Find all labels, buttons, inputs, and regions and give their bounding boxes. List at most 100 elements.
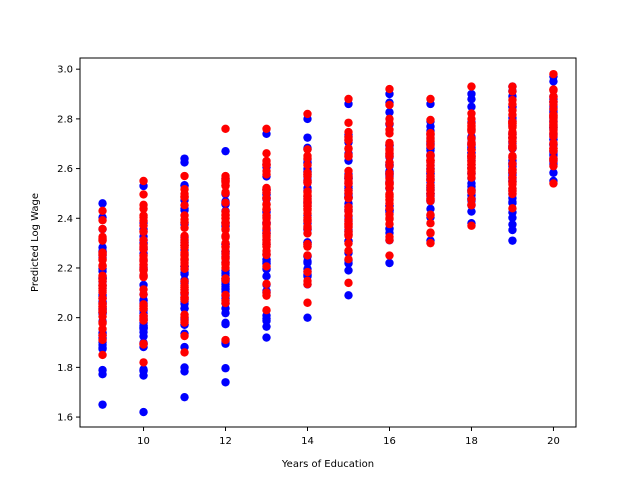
data-point bbox=[549, 139, 558, 149]
data-point bbox=[221, 213, 230, 223]
data-point bbox=[139, 176, 148, 186]
data-point bbox=[467, 153, 476, 162]
data-point bbox=[303, 145, 312, 154]
data-point bbox=[344, 255, 353, 264]
y-tick-label: 1.6 bbox=[57, 413, 73, 424]
y-axis: 1.6 1.8 2.0 2.2 2.4 2.6 2.8 3.0 bbox=[57, 65, 80, 424]
y-tick-label: 3.0 bbox=[57, 65, 73, 76]
data-point bbox=[262, 218, 271, 227]
data-point bbox=[549, 168, 558, 177]
data-point bbox=[467, 201, 476, 210]
data-point bbox=[385, 108, 394, 117]
data-point bbox=[508, 177, 517, 186]
data-point bbox=[344, 205, 353, 214]
data-point bbox=[344, 171, 353, 181]
data-point bbox=[467, 89, 476, 99]
data-point bbox=[344, 127, 353, 137]
data-point bbox=[262, 235, 271, 245]
data-point bbox=[303, 258, 312, 267]
x-axis-label: Years of Education bbox=[281, 459, 374, 470]
data-point bbox=[385, 138, 394, 148]
data-point bbox=[508, 117, 517, 126]
data-point bbox=[549, 145, 558, 155]
data-point bbox=[221, 224, 230, 234]
data-point bbox=[303, 267, 312, 277]
data-point bbox=[98, 293, 107, 303]
data-point bbox=[385, 235, 394, 245]
data-point bbox=[139, 407, 148, 417]
data-point bbox=[98, 350, 107, 360]
data-point bbox=[98, 365, 107, 375]
data-point bbox=[385, 210, 394, 219]
data-point bbox=[303, 204, 312, 213]
data-point bbox=[139, 216, 148, 226]
data-point bbox=[221, 275, 230, 285]
y-axis-label: Predicted Log Wage bbox=[30, 193, 41, 292]
data-point bbox=[139, 290, 148, 299]
data-point bbox=[180, 281, 189, 290]
y-tick-label: 2.2 bbox=[57, 263, 73, 274]
data-point bbox=[221, 198, 230, 207]
data-point bbox=[467, 139, 476, 149]
data-point bbox=[344, 228, 353, 238]
data-point bbox=[385, 251, 394, 260]
data-point bbox=[262, 249, 271, 259]
data-point bbox=[385, 204, 394, 213]
data-point bbox=[262, 262, 271, 271]
data-point bbox=[139, 227, 148, 237]
data-point bbox=[180, 316, 189, 326]
data-point bbox=[221, 231, 230, 240]
data-point bbox=[262, 124, 271, 134]
data-point bbox=[262, 185, 271, 194]
data-point bbox=[303, 229, 312, 238]
data-point bbox=[426, 115, 435, 125]
data-point bbox=[221, 124, 230, 134]
data-point bbox=[508, 159, 517, 169]
data-point bbox=[467, 82, 476, 91]
data-point bbox=[385, 168, 394, 178]
data-point bbox=[508, 132, 517, 142]
data-point bbox=[344, 144, 353, 154]
data-point bbox=[344, 266, 353, 275]
data-point bbox=[385, 125, 394, 135]
data-point bbox=[180, 348, 189, 357]
data-point bbox=[426, 238, 435, 248]
data-point bbox=[385, 148, 394, 158]
data-point bbox=[98, 302, 107, 312]
data-point bbox=[426, 204, 435, 214]
data-point bbox=[385, 84, 394, 94]
data-point bbox=[303, 215, 312, 224]
data-point bbox=[426, 165, 435, 175]
data-point bbox=[303, 176, 312, 186]
x-tick-label: 20 bbox=[547, 436, 560, 447]
data-point bbox=[221, 260, 230, 269]
data-point bbox=[385, 100, 394, 110]
data-point bbox=[180, 331, 189, 341]
data-point bbox=[139, 190, 148, 199]
data-point bbox=[385, 189, 394, 199]
data-point bbox=[426, 94, 435, 104]
data-point bbox=[426, 175, 435, 185]
data-points bbox=[98, 69, 558, 417]
data-point bbox=[221, 364, 230, 373]
data-point bbox=[344, 246, 353, 255]
data-point bbox=[180, 392, 189, 402]
data-point bbox=[385, 114, 394, 124]
data-point bbox=[139, 260, 148, 269]
data-point bbox=[262, 272, 271, 281]
data-point bbox=[303, 240, 312, 249]
data-point bbox=[98, 224, 107, 234]
data-point bbox=[262, 291, 271, 300]
data-point bbox=[549, 129, 558, 139]
data-point bbox=[139, 204, 148, 213]
data-point bbox=[303, 160, 312, 170]
data-point bbox=[180, 310, 189, 319]
data-point bbox=[98, 261, 107, 270]
data-point bbox=[139, 358, 148, 367]
data-point bbox=[303, 194, 312, 203]
data-point bbox=[508, 236, 517, 245]
plot-frame bbox=[79, 57, 577, 428]
data-point bbox=[385, 219, 394, 229]
data-point bbox=[221, 188, 230, 198]
